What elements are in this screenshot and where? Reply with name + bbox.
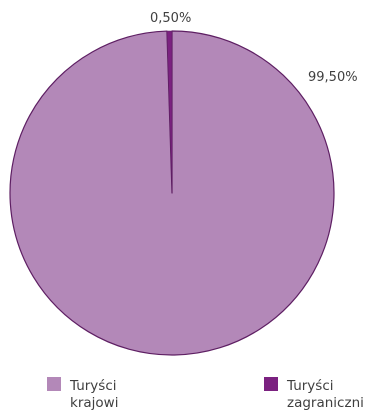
legend-swatch-turysci-krajowi — [47, 377, 61, 391]
legend: Turyści krajowi Turyści zagraniczni — [47, 377, 364, 411]
legend-label-line-1: Turyści — [286, 378, 334, 394]
legend-swatch-turysci-zagraniczni — [264, 377, 278, 391]
legend-item-turysci-krajowi: Turyści krajowi — [47, 377, 118, 411]
legend-label-line-2: zagraniczni — [287, 395, 364, 411]
pie-slices — [9, 30, 335, 356]
data-label-turysci-zagraniczni: 0,50% — [150, 11, 191, 26]
legend-item-turysci-zagraniczni: Turyści zagraniczni — [264, 377, 364, 411]
data-label-turysci-krajowi: 99,50% — [308, 70, 358, 85]
legend-label-line-1: Turyści — [69, 378, 117, 394]
legend-label-line-2: krajowi — [70, 395, 118, 411]
pie-slice-turysci-zagraniczni — [166, 30, 173, 194]
